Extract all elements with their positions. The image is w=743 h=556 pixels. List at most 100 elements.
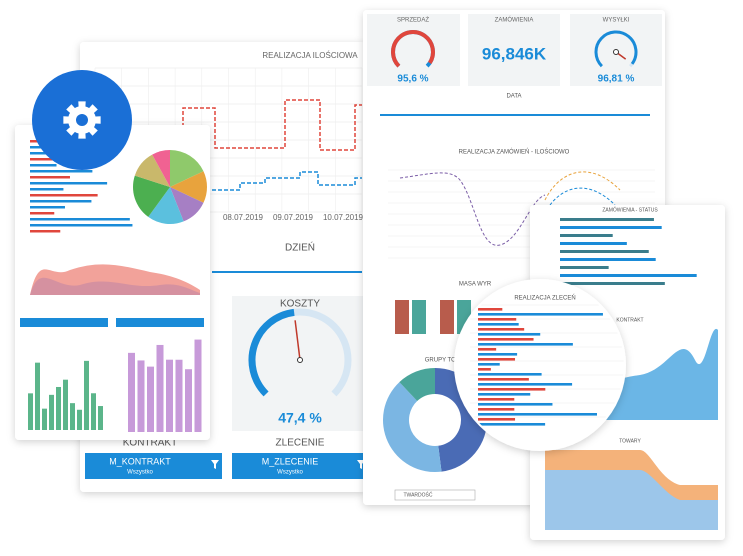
pie-slice xyxy=(170,187,204,222)
kpi-label: SPRZEDAŻ xyxy=(397,17,429,24)
line-c xyxy=(549,187,616,206)
bar xyxy=(478,418,516,421)
date: 10.07.2019 xyxy=(323,213,364,222)
button[interactable] xyxy=(85,453,222,479)
bar xyxy=(560,250,649,253)
label: KONTRAKT xyxy=(123,438,177,449)
bar xyxy=(98,406,103,430)
donut-slice xyxy=(383,382,442,473)
gear-icon xyxy=(63,101,101,139)
bar xyxy=(30,182,108,185)
bar xyxy=(30,200,92,203)
bar xyxy=(49,394,54,430)
bar xyxy=(35,362,40,430)
bar xyxy=(30,206,65,209)
chart-title: REALIZACJA ZLECEŃ xyxy=(514,295,575,302)
bar xyxy=(478,318,517,321)
bar xyxy=(70,403,75,430)
bar xyxy=(84,360,89,430)
bar xyxy=(185,369,192,432)
bar xyxy=(560,226,662,229)
kpi-value: 95,6 % xyxy=(397,74,428,85)
bar xyxy=(440,300,454,334)
bar xyxy=(478,373,542,376)
bar xyxy=(156,344,164,432)
filter-button[interactable]: M_ZLECENIE Wszystko xyxy=(232,453,365,479)
bar xyxy=(30,176,70,179)
kpi-card xyxy=(468,14,560,86)
pie-slice xyxy=(170,150,204,187)
bar xyxy=(42,408,47,430)
gear-hole xyxy=(76,114,88,126)
button-subtitle[interactable]: Wszystko xyxy=(127,470,153,476)
button-subtitle[interactable]: Wszystko xyxy=(277,470,303,476)
bar xyxy=(560,282,665,285)
needle-hub xyxy=(613,49,619,55)
chart-title: TOWARY xyxy=(619,438,641,444)
label: DATA xyxy=(506,94,521,100)
card-title: KOSZTY xyxy=(280,299,320,310)
filter-icon[interactable] xyxy=(211,460,219,469)
area xyxy=(30,277,200,295)
gauge-value: 47,4 % xyxy=(278,410,322,426)
line-blue xyxy=(200,171,362,191)
bar xyxy=(478,358,516,361)
line-b xyxy=(544,171,621,201)
bar xyxy=(478,343,573,346)
bar xyxy=(77,409,82,430)
bar xyxy=(478,368,491,371)
line-a xyxy=(399,172,546,246)
bar xyxy=(30,194,98,197)
bar xyxy=(478,338,534,341)
gauge-fill xyxy=(594,30,638,68)
bar xyxy=(30,212,55,215)
donut-slice xyxy=(399,368,435,402)
axis-label: DZIEŃ xyxy=(285,241,315,254)
bar xyxy=(560,234,613,237)
bar xyxy=(478,388,546,391)
lens-content xyxy=(470,304,624,426)
bar xyxy=(28,393,33,430)
bar xyxy=(478,328,525,331)
bar xyxy=(63,379,68,430)
bar xyxy=(194,339,202,432)
bar xyxy=(478,333,541,336)
button[interactable] xyxy=(232,453,365,479)
bar xyxy=(175,359,183,432)
bar xyxy=(478,393,531,396)
bar xyxy=(560,266,609,269)
button-title[interactable]: M_KONTRAKT xyxy=(109,456,171,466)
dropdown[interactable] xyxy=(20,318,108,327)
dropdown[interactable] xyxy=(394,489,476,501)
bar xyxy=(478,323,519,326)
bar xyxy=(478,378,529,381)
pie-slice xyxy=(134,154,170,187)
bar xyxy=(478,413,597,416)
kpi-value: 96,846K xyxy=(482,44,547,63)
bar xyxy=(478,353,518,356)
zoom-lens: REALIZACJA ZLECEŃ xyxy=(454,279,626,451)
bar xyxy=(56,386,61,430)
dropdown[interactable] xyxy=(116,318,204,327)
gauge-fill xyxy=(391,30,435,68)
bar xyxy=(128,352,135,432)
bar xyxy=(30,218,130,221)
chart-title: ZAMÓWIENIA - STATUS xyxy=(602,206,658,213)
dropdown-label[interactable]: TWARDOŚĆ xyxy=(404,490,433,498)
bar xyxy=(412,300,426,334)
bar xyxy=(478,423,546,426)
chart-title: KONTRAKT xyxy=(616,317,643,323)
button-title[interactable]: M_ZLECENIE xyxy=(262,456,319,466)
kpi-label: WYSYŁKI xyxy=(603,18,630,24)
bar xyxy=(147,366,154,432)
area xyxy=(545,470,718,530)
bar xyxy=(478,383,573,386)
line-red xyxy=(110,99,362,151)
filter-button[interactable]: M_KONTRAKT Wszystko xyxy=(85,453,222,479)
pie-slice xyxy=(170,171,207,203)
bar xyxy=(478,348,497,351)
bar xyxy=(30,164,57,167)
bar xyxy=(560,274,697,277)
kpi-value: 96,81 % xyxy=(598,74,635,85)
